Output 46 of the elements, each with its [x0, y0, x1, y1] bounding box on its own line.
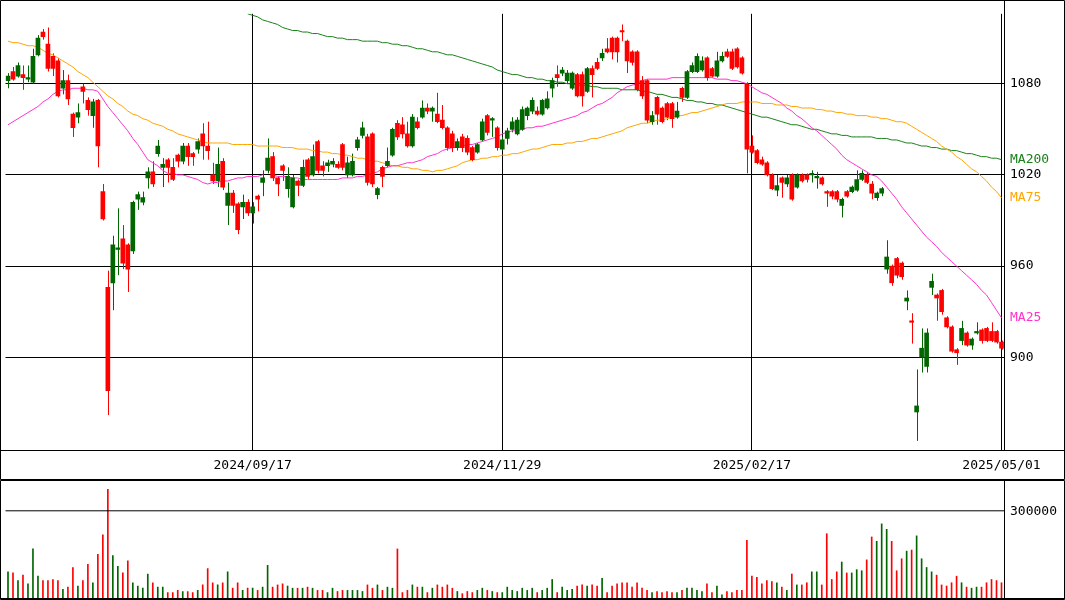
- candlestick: [929, 273, 934, 296]
- candlestick: [135, 191, 141, 211]
- candlestick: [839, 197, 845, 218]
- candlestick: [589, 64, 595, 98]
- candlestick: [489, 116, 495, 138]
- candlestick: [300, 159, 305, 188]
- candlestick: [210, 162, 216, 185]
- candlestick: [250, 201, 255, 225]
- candlestick: [310, 144, 315, 177]
- y-tick-label: 900: [1010, 348, 1034, 364]
- candlestick: [305, 157, 310, 180]
- candlestick: [60, 69, 66, 95]
- candlestick: [80, 83, 86, 104]
- text: 300000: [1010, 503, 1057, 519]
- x-tick-label: 2025/05/01: [962, 457, 1041, 473]
- candlestick: [165, 157, 171, 184]
- series-label: MA75: [1010, 189, 1042, 205]
- x-tick-label: 2024/09/17: [213, 457, 292, 473]
- y-tick-label: 1080: [1010, 75, 1042, 91]
- candlestick: [380, 165, 385, 188]
- candlestick: [484, 113, 490, 136]
- series-label: MA200: [1010, 151, 1050, 167]
- x-tick-label: 2025/02/17: [712, 457, 792, 473]
- candlestick: [914, 368, 919, 442]
- y-tick-label: 960: [1010, 257, 1034, 273]
- candlestick: [385, 147, 390, 168]
- candlestick: [420, 99, 425, 120]
- candlestick: [494, 125, 500, 152]
- candlestick: [959, 320, 964, 346]
- candlestick: [909, 312, 914, 345]
- candlestick: [180, 142, 186, 165]
- candlestick: [240, 194, 245, 220]
- candlestick: [145, 166, 151, 190]
- candlestick: [20, 64, 26, 91]
- candlestick: [869, 180, 875, 200]
- y-tick-label: 1020: [1010, 166, 1042, 182]
- candlestick: [160, 157, 166, 188]
- candlestick: [884, 239, 890, 275]
- candlestick: [549, 77, 555, 98]
- candlestick: [405, 121, 410, 149]
- candlestick: [554, 64, 560, 88]
- candlestick: [225, 182, 230, 226]
- candlestick: [544, 90, 550, 111]
- x-tick-label: 2024/11/29: [463, 457, 542, 473]
- candlestick: [479, 118, 485, 142]
- series-label: MA25: [1010, 309, 1042, 325]
